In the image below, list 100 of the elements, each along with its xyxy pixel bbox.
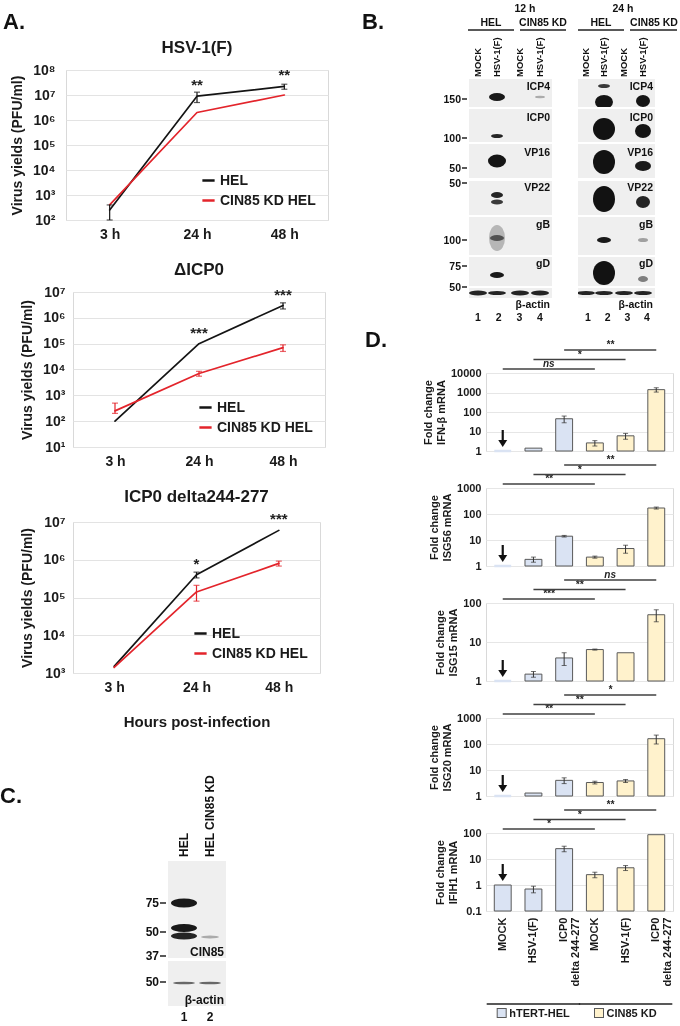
y-tick-label: 10⁷ [34,86,56,103]
y-tick-label: 10 [469,852,482,865]
text: 1 2 3 4 [475,311,544,323]
category-label: CIN85 [189,945,224,959]
y-tick-label: 10⁸ [33,61,56,78]
y-tick-label: 10 [469,763,482,776]
y-tick-label: 10⁶ [33,111,56,128]
category-label: gD [536,257,550,269]
x-tick-label: 48 h [265,678,294,695]
text: CIN85 KD [519,16,568,28]
y-tick-label: 10² [35,211,56,228]
category-label: VP22 [627,181,653,193]
legend-label: hTERT-HEL [509,1007,570,1019]
x-tick-label: MOCK [587,917,600,952]
y-tick-label: 10⁷ [44,513,66,530]
text: 50 [145,925,160,939]
x-tick-label: 24 h [185,452,214,469]
x-tick-label: 3 h [104,678,125,695]
legend-label: CIN85 KD HEL [220,191,317,208]
category-label: HEL [177,833,192,857]
y-tick-label: 1 [475,444,482,457]
y-tick-label: 10⁵ [43,335,66,352]
y-axis-title: Fold change ISG56 mRNA [428,493,454,562]
y-tick-label: 100 [463,596,482,609]
y-tick-label: 1000 [457,386,482,398]
category-label: VP22 [524,181,550,193]
y-tick-label: 10³ [45,386,66,403]
y-axis-title: Fold change IFN-β mRNA [421,380,447,445]
text: 12 h [514,2,536,14]
text: ** [606,339,616,350]
y-tick-label: 1 [475,789,482,802]
y-axis-title: Fold change ISG20 mRNA [428,723,454,792]
text: 1 2 [180,1010,214,1024]
x-axis-title: Hours post-infection [123,712,271,730]
text: ** [575,693,585,705]
legend-label: CIN85 KD HEL [217,418,314,435]
category-label: β-actin [618,298,653,310]
y-tick-label: 10 [469,533,482,546]
text: ns [604,569,617,580]
category-label: MOCK [472,47,484,77]
text: 50 [449,162,462,174]
y-tick-label: 1 [475,878,482,891]
y-tick-label: 10⁶ [43,551,66,568]
category-label: β-actin [515,298,550,310]
legend-label: HEL [217,398,246,415]
category-label: gB [639,218,653,230]
annotation: *** [270,510,288,528]
x-tick-label: 24 h [183,225,212,242]
y-tick-label: 10 [469,425,482,437]
y-tick-label: 100 [463,737,482,750]
text: B. [362,9,384,34]
y-tick-label: 10³ [35,186,56,203]
annotation: ** [278,66,291,84]
y-tick-label: 10¹ [45,438,66,455]
text: 75 [145,896,160,910]
x-tick-label: 3 h [100,225,121,242]
text: 100 [443,234,462,246]
text: C. [0,783,22,808]
category-label: ICP4 [629,80,653,92]
x-tick-label: ICP0 delta 244-277 [557,917,582,987]
category-label: MOCK [514,47,526,77]
y-tick-label: 10⁵ [43,589,66,605]
y-tick-label: 100 [463,405,482,418]
text: 1 2 3 4 [585,311,651,323]
x-tick-label: MOCK [495,917,508,952]
text: D. [365,327,387,352]
y-tick-label: 1 [475,674,482,687]
text: * [577,463,583,475]
text: ** [606,799,616,810]
y-tick-label: 10⁴ [43,626,66,643]
text: * [577,348,583,360]
chart-title: HSV-1(F) [161,38,233,57]
x-tick-label: 48 h [270,225,299,242]
x-tick-label: 3 h [105,452,126,469]
y-axis-title: Virus yields (PFU/ml) [19,528,35,668]
category-label: HSV-1(F) [534,37,546,77]
category-label: VP16 [627,146,653,158]
annotation: *** [190,323,208,341]
legend-label: HEL [212,624,241,641]
text: 24 h [612,2,634,14]
x-tick-label: 48 h [269,452,298,469]
category-label: MOCK [580,47,592,77]
category-label: MOCK [618,47,630,77]
y-tick-label: 10⁵ [33,136,56,153]
text: 75 [449,260,462,272]
x-tick-label: ICP0 delta 244-277 [649,917,674,987]
y-axis-title: Fold change IFIH1 mRNA [434,840,460,905]
y-axis-title: Virus yields (PFU/ml) [19,300,35,440]
category-label: ICP0 [526,111,550,123]
annotation: * [193,554,200,572]
text: 100 [443,132,462,144]
y-tick-label: 10⁴ [33,161,56,178]
category-label: ICP0 [629,111,653,123]
y-axis-title: Fold change ISG15 mRNA [434,608,460,677]
text: * [608,684,614,695]
y-tick-label: 100 [463,826,482,839]
annotation: *** [274,285,292,303]
text: A. [3,9,25,34]
y-tick-label: 1000 [457,481,482,494]
category-label: gB [536,218,550,230]
